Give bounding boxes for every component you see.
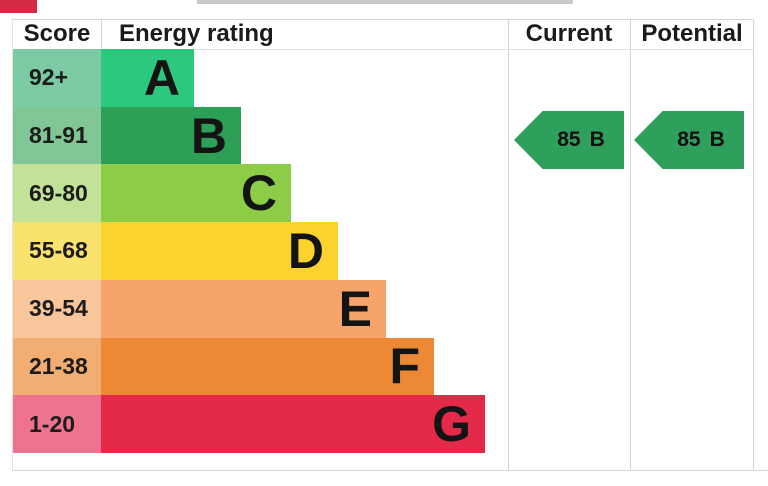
header-current: Current [525,20,613,47]
header-underline [101,49,754,50]
rating-bar: F [101,337,434,396]
rating-bar: E [101,279,386,338]
current-rating-letter: B [589,128,605,151]
header-potential: Potential [641,20,743,47]
crop-artifact-line [197,0,573,4]
rating-row: 81-91 B [13,106,753,165]
divider-current-column [508,20,509,471]
score-cell: 1-20 [13,395,101,453]
rating-row: 1-20 G [13,395,753,453]
rating-bar: B [101,106,241,165]
score-cell: 55-68 [13,222,101,280]
header-score: Score [23,20,91,47]
rating-row: 55-68 D [13,222,753,280]
crop-artifact-red [0,0,37,13]
potential-score-value: 85 [677,128,701,151]
rating-bar: A [101,49,194,107]
score-cell: 81-91 [13,106,101,165]
score-cell: 39-54 [13,279,101,338]
rating-table: Score Energy rating Current Potential 92… [12,19,754,471]
rating-bar: G [101,395,485,453]
divider-score-rating [101,20,102,49]
rating-row: 92+ A [13,49,753,107]
table-right-border [753,20,754,471]
potential-rating-letter: B [709,128,725,151]
rating-bar: C [101,164,291,223]
rating-bar: D [101,222,338,280]
score-cell: 69-80 [13,164,101,223]
header-energy-rating: Energy rating [119,20,274,47]
rating-row: 39-54 E [13,279,753,338]
rating-row: 69-80 C [13,164,753,223]
divider-potential-column [630,20,631,471]
score-cell: 92+ [13,49,101,107]
table-bottom-border [12,470,768,471]
rating-row: 21-38 F [13,337,753,396]
rating-rows: 92+ A 81-91 B 69-80 C 55-68 D 39-54 E 21… [13,49,753,453]
current-score-value: 85 [557,128,581,151]
score-cell: 21-38 [13,337,101,396]
